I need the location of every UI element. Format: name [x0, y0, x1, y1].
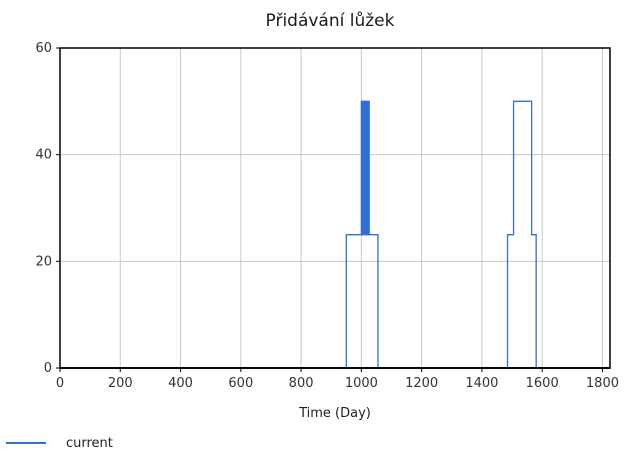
x-tick-label: 1600	[526, 376, 559, 391]
x-tick-label: 1800	[586, 376, 619, 391]
x-tick-label: 400	[168, 376, 193, 391]
x-axis-label: Time (Day)	[298, 406, 371, 421]
x-tick-label: 0	[56, 376, 64, 391]
x-tick-label: 1400	[465, 376, 498, 391]
x-tick-label: 800	[289, 376, 314, 391]
x-tick-label: 600	[228, 376, 253, 391]
x-tick-label: 200	[108, 376, 133, 391]
x-axis-ticks: 0 200 400 600 800 1000 1200 1400 1600 1800	[56, 368, 619, 391]
series-line-current	[60, 100, 610, 369]
y-tick-label: 20	[35, 254, 52, 269]
series-lines	[60, 100, 610, 369]
x-tick-label: 1000	[345, 376, 378, 391]
legend: current	[6, 436, 113, 451]
y-tick-label: 0	[44, 361, 52, 376]
y-tick-label: 60	[35, 41, 52, 56]
legend-label-current: current	[66, 436, 113, 451]
y-axis-ticks: 0 20 40 60	[35, 41, 60, 376]
grid	[60, 48, 610, 368]
plot-frame	[59, 47, 611, 369]
y-tick-label: 40	[35, 148, 52, 163]
x-tick-label: 1200	[405, 376, 438, 391]
chart-title: Přidávání lůžek	[266, 11, 395, 31]
